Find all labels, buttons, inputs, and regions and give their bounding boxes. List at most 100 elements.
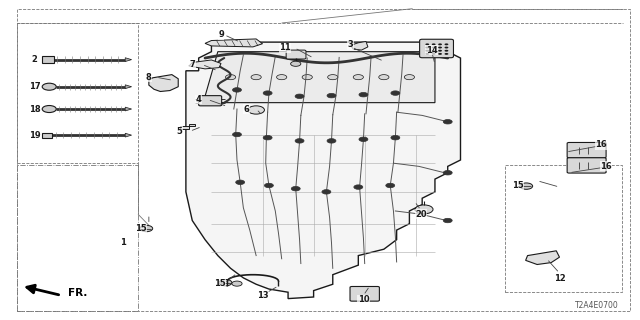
Text: 14: 14 (426, 45, 438, 55)
Circle shape (444, 218, 452, 223)
Circle shape (42, 83, 56, 90)
Text: FR.: FR. (68, 288, 87, 298)
Circle shape (263, 135, 272, 140)
Text: 15: 15 (135, 224, 147, 233)
Text: 16: 16 (595, 140, 607, 149)
Circle shape (322, 190, 331, 194)
Circle shape (232, 88, 241, 92)
Circle shape (379, 75, 389, 80)
Circle shape (445, 53, 449, 55)
Text: 15: 15 (214, 279, 226, 288)
Polygon shape (125, 85, 132, 89)
Circle shape (445, 44, 449, 45)
Polygon shape (125, 107, 132, 111)
Circle shape (276, 75, 287, 80)
Text: 19: 19 (29, 131, 40, 140)
Circle shape (236, 180, 244, 185)
Circle shape (432, 50, 436, 52)
Polygon shape (179, 124, 195, 129)
Polygon shape (125, 58, 132, 61)
Text: 17: 17 (29, 82, 40, 91)
Circle shape (353, 75, 364, 80)
Text: T2A4E0700: T2A4E0700 (575, 301, 619, 310)
Text: 9: 9 (218, 30, 224, 39)
Circle shape (140, 225, 153, 232)
Circle shape (444, 171, 452, 175)
Polygon shape (205, 52, 435, 103)
Text: 3: 3 (348, 40, 353, 49)
Bar (17, 23, 138, 163)
Circle shape (432, 47, 436, 49)
Text: 4: 4 (196, 95, 202, 104)
Circle shape (291, 61, 301, 66)
Text: 20: 20 (415, 210, 427, 219)
Circle shape (391, 135, 400, 140)
Circle shape (295, 94, 304, 99)
Bar (42, 56, 54, 63)
Circle shape (354, 185, 363, 189)
Text: 2: 2 (31, 55, 38, 64)
Circle shape (438, 44, 442, 45)
FancyBboxPatch shape (286, 50, 306, 59)
Circle shape (302, 75, 312, 80)
Bar (505, 165, 622, 292)
Circle shape (445, 50, 449, 52)
FancyBboxPatch shape (198, 96, 221, 106)
Polygon shape (125, 133, 132, 137)
Polygon shape (351, 42, 368, 50)
Text: 18: 18 (29, 105, 40, 114)
Circle shape (328, 75, 338, 80)
Circle shape (415, 205, 433, 214)
Circle shape (295, 139, 304, 143)
Polygon shape (205, 39, 262, 47)
Circle shape (42, 106, 56, 113)
Text: 12: 12 (554, 274, 565, 283)
Text: 6: 6 (244, 105, 250, 114)
FancyBboxPatch shape (567, 142, 606, 158)
Circle shape (327, 139, 336, 143)
Circle shape (291, 187, 300, 191)
Text: 7: 7 (189, 60, 195, 69)
Bar (42, 132, 52, 138)
Circle shape (438, 47, 442, 49)
Circle shape (432, 44, 436, 45)
Polygon shape (186, 42, 461, 299)
Circle shape (232, 132, 241, 137)
Polygon shape (525, 251, 559, 265)
Circle shape (432, 53, 436, 55)
Circle shape (251, 75, 261, 80)
Circle shape (225, 75, 236, 80)
Text: 1: 1 (120, 238, 126, 247)
Polygon shape (149, 75, 178, 92)
Circle shape (520, 183, 532, 189)
Circle shape (426, 53, 429, 55)
Circle shape (426, 50, 429, 52)
Text: 16: 16 (600, 162, 612, 171)
Circle shape (248, 106, 264, 114)
Circle shape (445, 47, 449, 49)
Bar (17, 165, 138, 311)
Circle shape (426, 44, 429, 45)
Circle shape (391, 91, 400, 95)
Circle shape (438, 50, 442, 52)
Circle shape (426, 47, 429, 49)
Circle shape (404, 75, 415, 80)
Text: 13: 13 (257, 291, 268, 300)
Text: 8: 8 (146, 73, 152, 82)
Circle shape (386, 183, 395, 188)
Text: 5: 5 (177, 127, 182, 136)
Circle shape (232, 281, 242, 286)
FancyBboxPatch shape (420, 39, 454, 58)
Circle shape (359, 92, 368, 97)
Circle shape (263, 91, 272, 95)
Circle shape (264, 183, 273, 188)
FancyBboxPatch shape (350, 286, 380, 301)
Circle shape (438, 53, 442, 55)
Circle shape (359, 137, 368, 141)
Text: 10: 10 (358, 295, 369, 304)
Circle shape (327, 93, 336, 98)
Polygon shape (189, 60, 221, 69)
Text: 11: 11 (279, 43, 291, 52)
Text: 15: 15 (512, 181, 524, 190)
FancyBboxPatch shape (567, 158, 606, 173)
